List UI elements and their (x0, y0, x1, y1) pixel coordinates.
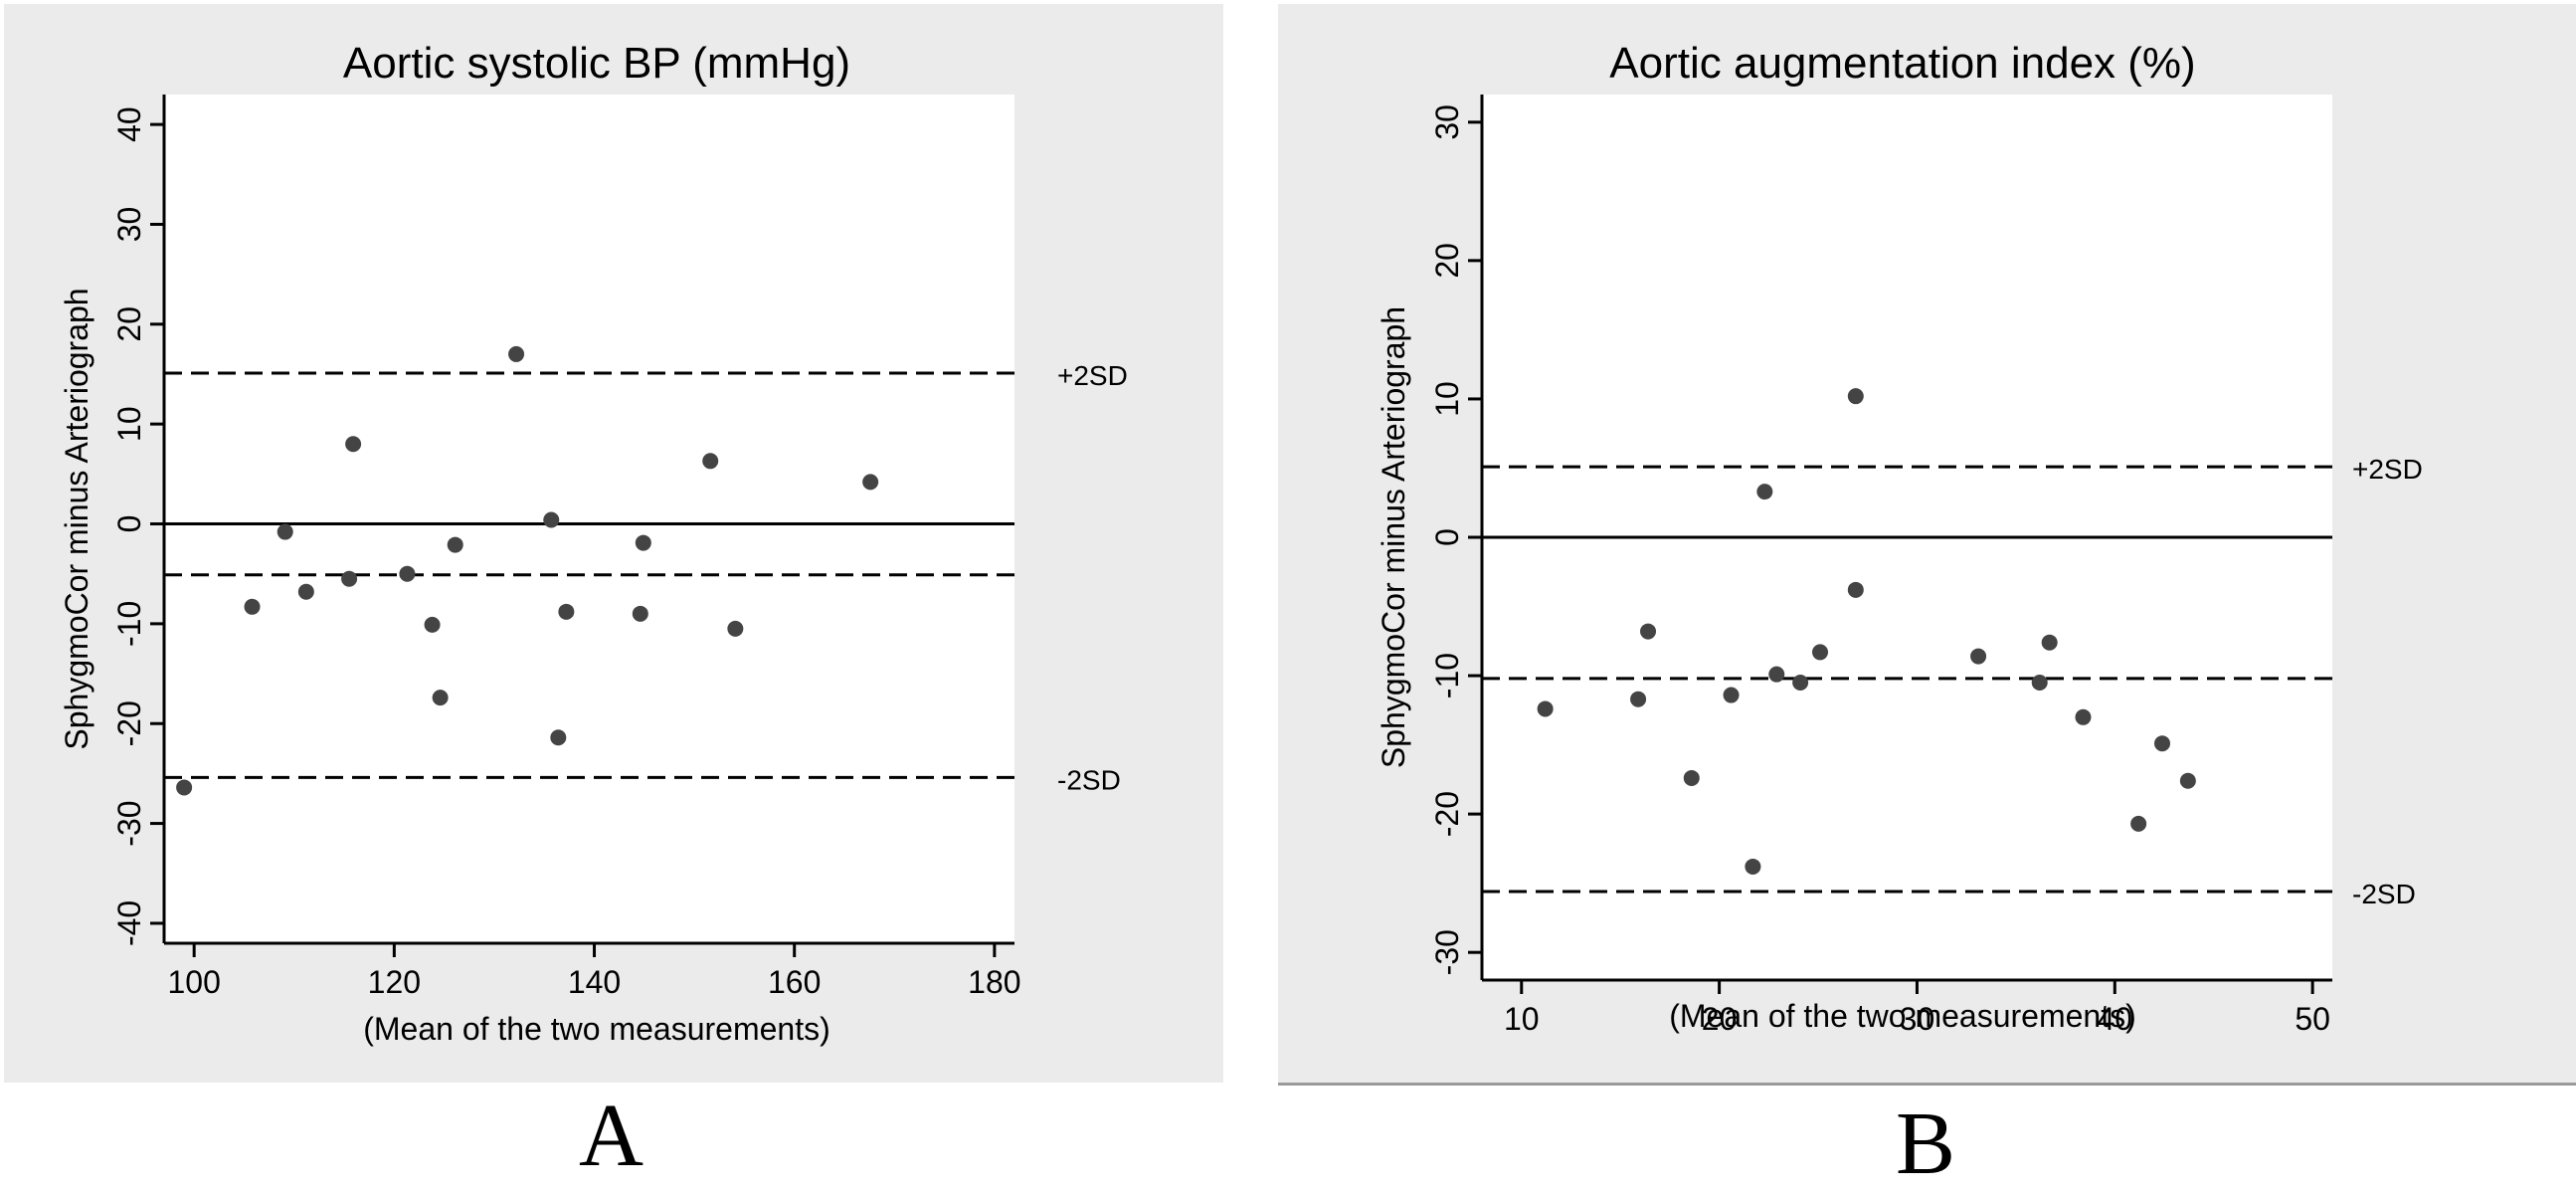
chart-a-x-label: (Mean of the two measurements) (363, 1011, 830, 1047)
chart-a-point (862, 474, 879, 491)
chart-b-point (2130, 815, 2147, 832)
chart-b-y-tick-label: 20 (1429, 243, 1465, 279)
chart-a-y-label: SphygmoCor minus Arteriograph (59, 288, 94, 749)
chart-a-point (424, 616, 441, 633)
chart-b-title: Aortic augmentation index (%) (1609, 39, 2195, 88)
chart-a-point (399, 565, 416, 582)
chart-a-y-tick-label: 10 (111, 406, 147, 442)
chart-a-point (635, 534, 651, 551)
chart-a-y-tick-label: 40 (111, 106, 147, 142)
chart-a-point (297, 583, 314, 600)
chart-b-point (1768, 666, 1785, 683)
chart-a-plot-area (164, 95, 1014, 943)
chart-b-y-label: SphygmoCor minus Arteriograph (1376, 306, 1411, 768)
chart-a-x-tick-label: 100 (167, 964, 220, 1000)
chart-a-point (345, 436, 362, 453)
chart-a-x-tick-label: 120 (368, 964, 421, 1000)
chart-b-point (1640, 623, 1657, 640)
chart-b-x-tick-label: 10 (1504, 1001, 1540, 1037)
chart-a-point (447, 536, 463, 553)
chart-a-point (176, 779, 193, 796)
chart-a-point (632, 605, 648, 622)
chart-a-point (702, 453, 719, 470)
chart-b-point (1756, 484, 1773, 500)
chart-a-x-tick-label: 160 (768, 964, 821, 1000)
chart-a-y-tick-label: 0 (111, 515, 147, 533)
chart-a-point (244, 598, 261, 615)
chart-b-point (2154, 735, 2170, 752)
chart-b-sd-label: -2SD (2352, 879, 2416, 909)
chart-a-y-tick-label: -10 (111, 601, 147, 647)
chart-b-point (2179, 772, 2196, 789)
chart-b-point (1812, 644, 1829, 661)
chart-b-point (1723, 687, 1740, 703)
chart-b-y-tick-label: -20 (1429, 791, 1465, 837)
chart-a-y-tick-label: -20 (111, 700, 147, 746)
chart-b-point (1847, 388, 1864, 405)
chart-b-sd-label: +2SD (2352, 454, 2423, 485)
chart-b-x-label: (Mean of the two measurements) (1669, 998, 2136, 1034)
chart-a-point (558, 603, 575, 620)
chart-b-x-tick-label: 40 (2097, 1001, 2132, 1037)
chart-b-point (2041, 634, 2058, 651)
chart-b-point (1792, 675, 1809, 692)
chart-a-point (341, 570, 358, 587)
chart-a-y-tick-label: -40 (111, 900, 147, 946)
chart-a-y-tick-label: 20 (111, 306, 147, 342)
panel-letter-b: B (1896, 1095, 1956, 1193)
chart-b-point (1537, 700, 1554, 717)
chart-a-point (432, 690, 449, 706)
chart-a-point (543, 511, 560, 528)
chart-b-y-tick-label: -30 (1429, 929, 1465, 975)
chart-b-x-tick-label: 20 (1702, 1001, 1738, 1037)
chart-a-y-tick-label: -30 (111, 800, 147, 846)
chart-a-x-tick-label: 140 (568, 964, 621, 1000)
chart-b-point (2031, 675, 2048, 692)
chart-a-point (276, 523, 293, 540)
chart-b-x-tick-label: 30 (1900, 1001, 1935, 1037)
chart-b-y-tick-label: 0 (1429, 528, 1465, 546)
chart-a-point (727, 620, 744, 637)
chart-b-point (1630, 691, 1647, 707)
chart-a-sd-label: +2SD (1057, 360, 1128, 391)
chart-a-point (550, 729, 567, 746)
chart-a-sd-label: -2SD (1057, 764, 1121, 795)
chart-a-point (508, 345, 525, 362)
chart-a-y-tick-label: 30 (111, 207, 147, 243)
chart-b-point (1745, 858, 1761, 875)
panel-letter-a: A (579, 1087, 644, 1185)
chart-b-y-tick-label: 10 (1429, 381, 1465, 417)
chart-b-y-tick-label: 30 (1429, 104, 1465, 140)
chart-b-point (2075, 708, 2092, 725)
chart-b-point (1847, 581, 1864, 598)
chart-b-point (1970, 648, 1987, 665)
chart-b-y-tick-label: -10 (1429, 653, 1465, 698)
chart-b-x-tick-label: 50 (2295, 1001, 2330, 1037)
chart-b-point (1683, 769, 1700, 786)
chart-a-x-tick-label: 180 (968, 964, 1020, 1000)
chart-a-title: Aortic systolic BP (mmHg) (343, 39, 850, 88)
